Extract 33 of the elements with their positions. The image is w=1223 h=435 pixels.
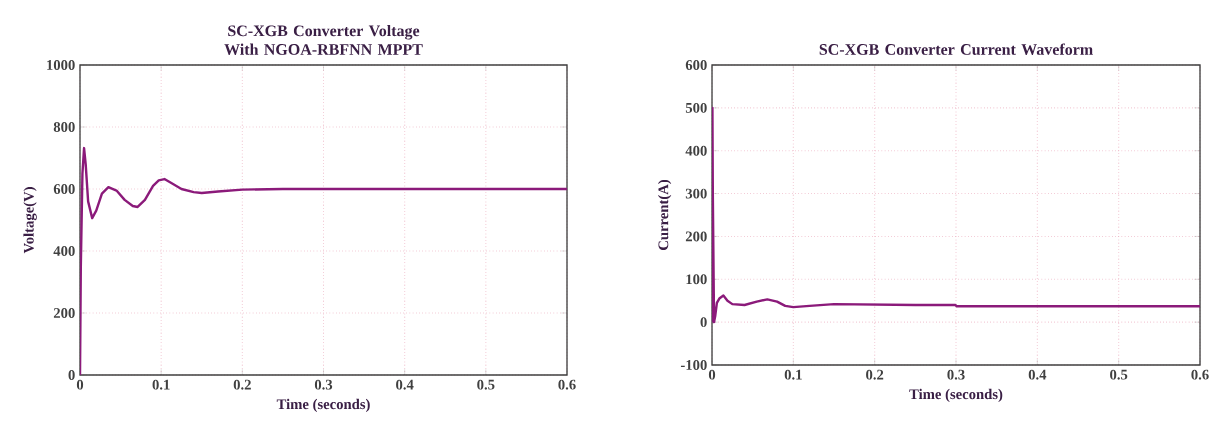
- x-tick-label: 0.2: [233, 379, 251, 390]
- y-tick-label: 200: [685, 231, 707, 242]
- y-tick-label: 500: [685, 102, 707, 113]
- y-tick-label: 600: [53, 184, 75, 194]
- x-tick-label: 0.6: [558, 379, 576, 390]
- y-tick-label: 0: [700, 317, 707, 328]
- y-tick-label: 400: [53, 246, 75, 256]
- x-tick-label: 0.1: [152, 379, 170, 390]
- y-tick-label: 600: [685, 60, 707, 70]
- x-tick-label: 0.4: [1028, 369, 1047, 380]
- y-tick-label: 1000: [47, 60, 75, 70]
- chart-title: SC-XGB Converter Current Waveform: [819, 43, 1093, 55]
- x-tick-label: 0.4: [396, 379, 414, 390]
- y-tick-label: 100: [686, 274, 707, 285]
- x-tick-label: 0.2: [866, 369, 884, 380]
- x-tick-label: 0.3: [314, 379, 333, 390]
- y-tick-label: 300: [685, 188, 707, 199]
- x-tick-label: 0.3: [947, 369, 965, 380]
- y-tick-label: -100: [680, 360, 707, 370]
- x-tick-label: 0.5: [477, 379, 495, 390]
- x-tick-label: 0.5: [1110, 369, 1128, 380]
- x-axis-title: Time (seconds): [909, 388, 1003, 403]
- x-tick-label: 0: [76, 379, 84, 390]
- y-tick-label: 400: [685, 145, 707, 156]
- y-tick-label: 200: [53, 308, 75, 318]
- y-axis-title: Current(A): [657, 179, 672, 250]
- y-axis-title: Voltage(V): [23, 187, 37, 254]
- x-tick-label: 0: [708, 369, 716, 380]
- chart-title: SC-XGB Converter Voltage With NGOA-RBFNN MPPT: [224, 24, 423, 55]
- y-tick-label: 800: [53, 122, 75, 132]
- x-tick-label: 0.1: [784, 369, 802, 380]
- x-tick-label: 0.6: [1191, 369, 1209, 380]
- x-axis-title: Time (seconds): [276, 398, 370, 413]
